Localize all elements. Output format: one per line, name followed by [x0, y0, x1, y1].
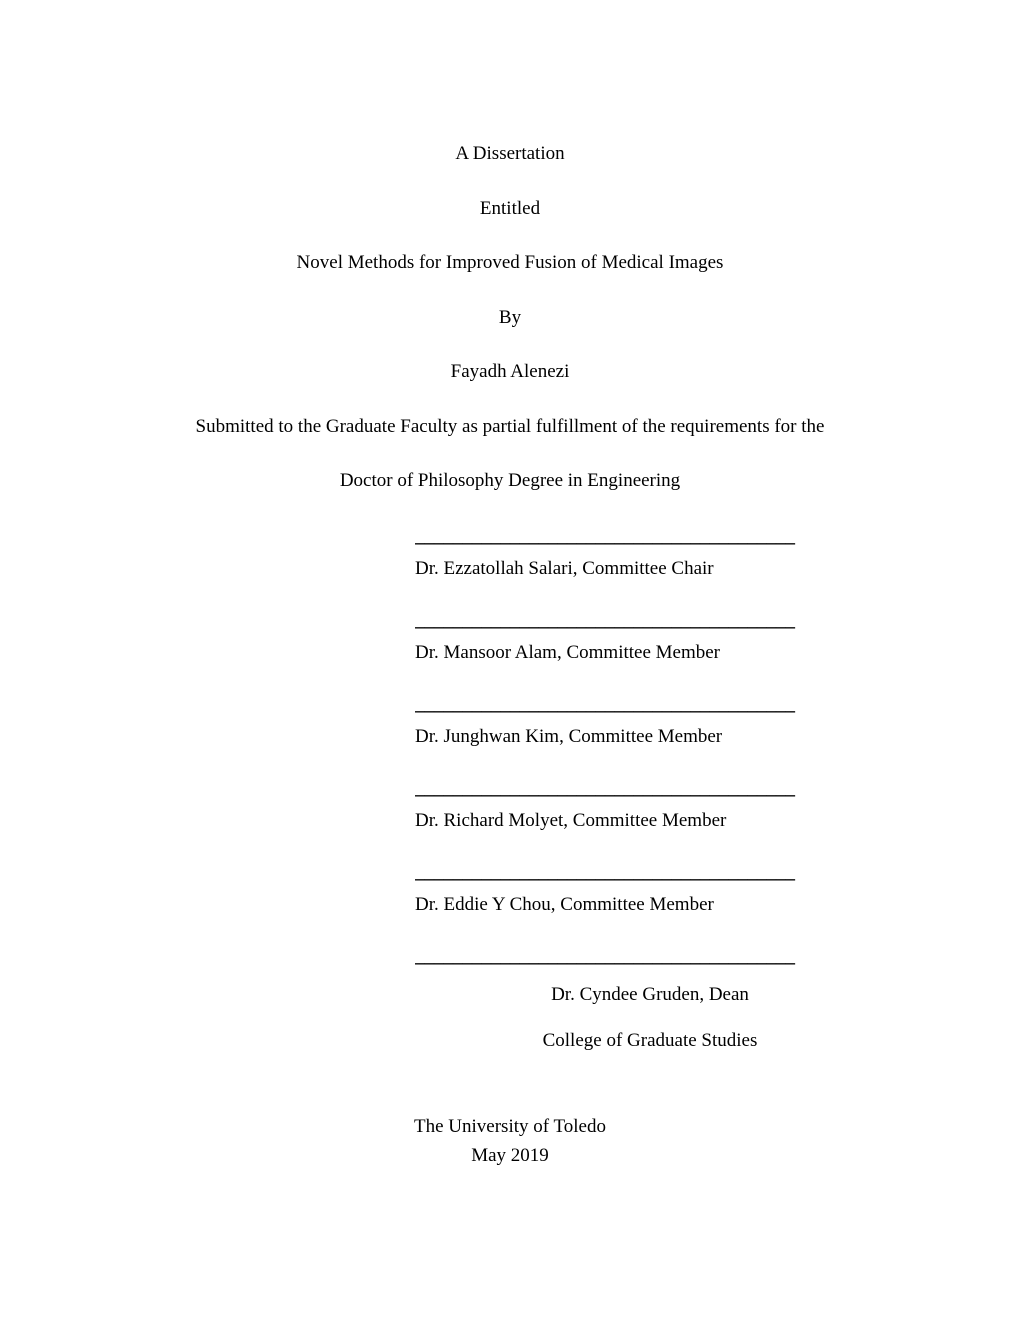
signature-line: ________________________________________ — [415, 526, 890, 548]
submitted-text: Submitted to the Graduate Faculty as par… — [130, 413, 890, 442]
date: May 2019 — [130, 1141, 890, 1170]
by-label: By — [130, 304, 890, 333]
committee-member: Dr. Junghwan Kim, Committee Member — [415, 726, 890, 748]
university-name: The University of Toledo — [130, 1112, 890, 1141]
committee-entry: ________________________________________… — [130, 778, 890, 832]
committee-entry: ________________________________________… — [130, 610, 890, 664]
signature-line: ________________________________________ — [415, 946, 890, 968]
signature-line: ________________________________________ — [415, 694, 890, 716]
footer-section: The University of Toledo May 2019 — [130, 1112, 890, 1171]
committee-section: ________________________________________… — [130, 526, 890, 1052]
entitled-label: Entitled — [130, 195, 890, 224]
signature-line: ________________________________________ — [415, 862, 890, 884]
dean-college: College of Graduate Studies — [410, 1030, 890, 1052]
degree-text: Doctor of Philosophy Degree in Engineeri… — [130, 467, 890, 496]
header-section: A Dissertation Entitled Novel Methods fo… — [130, 140, 890, 496]
author-name: Fayadh Alenezi — [130, 358, 890, 387]
committee-entry: ________________________________________… — [130, 694, 890, 748]
committee-member: Dr. Mansoor Alam, Committee Member — [415, 642, 890, 664]
committee-entry: ________________________________________… — [130, 862, 890, 916]
committee-entry: ________________________________________… — [130, 526, 890, 580]
committee-member: Dr. Richard Molyet, Committee Member — [415, 810, 890, 832]
dean-block: Dr. Cyndee Gruden, Dean College of Gradu… — [130, 984, 890, 1052]
signature-line: ________________________________________ — [415, 610, 890, 632]
dean-name: Dr. Cyndee Gruden, Dean — [410, 984, 890, 1006]
dean-entry: ________________________________________ — [130, 946, 890, 968]
doc-type: A Dissertation — [130, 140, 890, 169]
dissertation-title: Novel Methods for Improved Fusion of Med… — [130, 249, 890, 278]
signature-line: ________________________________________ — [415, 778, 890, 800]
committee-member: Dr. Eddie Y Chou, Committee Member — [415, 894, 890, 916]
committee-member: Dr. Ezzatollah Salari, Committee Chair — [415, 558, 890, 580]
